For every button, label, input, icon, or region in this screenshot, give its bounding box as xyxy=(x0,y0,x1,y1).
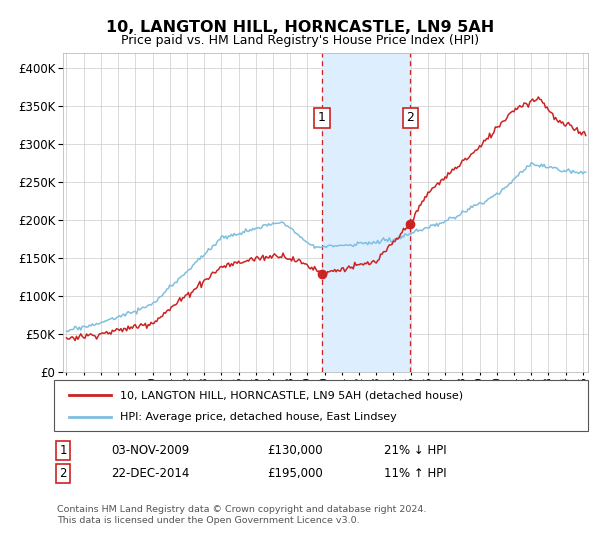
Text: 03-NOV-2009: 03-NOV-2009 xyxy=(111,444,189,458)
Text: 10, LANGTON HILL, HORNCASTLE, LN9 5AH (detached house): 10, LANGTON HILL, HORNCASTLE, LN9 5AH (d… xyxy=(120,390,463,400)
Text: 2: 2 xyxy=(406,111,414,124)
Bar xyxy=(322,53,410,372)
Text: 11% ↑ HPI: 11% ↑ HPI xyxy=(384,466,446,480)
Text: £130,000: £130,000 xyxy=(267,444,323,458)
Text: Contains HM Land Registry data © Crown copyright and database right 2024.
This d: Contains HM Land Registry data © Crown c… xyxy=(57,505,427,525)
Text: £195,000: £195,000 xyxy=(267,466,323,480)
Text: Price paid vs. HM Land Registry's House Price Index (HPI): Price paid vs. HM Land Registry's House … xyxy=(121,34,479,46)
Text: 2: 2 xyxy=(59,466,67,480)
Text: 1: 1 xyxy=(59,444,67,458)
Text: 1: 1 xyxy=(318,111,326,124)
Text: HPI: Average price, detached house, East Lindsey: HPI: Average price, detached house, East… xyxy=(120,412,397,422)
Text: 10, LANGTON HILL, HORNCASTLE, LN9 5AH: 10, LANGTON HILL, HORNCASTLE, LN9 5AH xyxy=(106,20,494,35)
Text: 21% ↓ HPI: 21% ↓ HPI xyxy=(384,444,446,458)
Text: 22-DEC-2014: 22-DEC-2014 xyxy=(111,466,190,480)
